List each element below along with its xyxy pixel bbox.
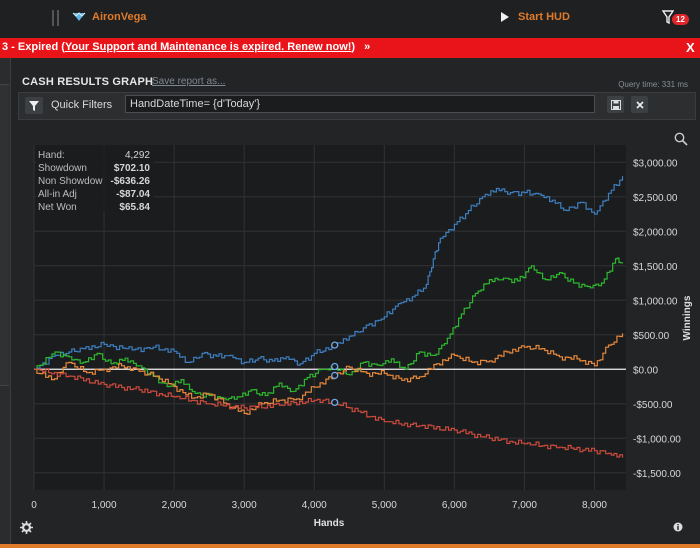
gear-icon[interactable] [20, 521, 33, 534]
heart-logo-icon [72, 12, 86, 21]
play-icon [501, 12, 509, 22]
notifications-button[interactable] [661, 10, 675, 27]
save-filter-button[interactable] [607, 96, 624, 113]
renew-link[interactable]: Your Support and Maintenance is expired.… [64, 41, 352, 53]
start-hud-button[interactable]: Start HUD [500, 11, 570, 23]
bottom-accent-bar [0, 544, 700, 548]
player-name: AironVega [92, 11, 147, 23]
left-panel-edge [0, 58, 11, 548]
left-panel-tab[interactable] [0, 84, 9, 386]
close-alert-icon[interactable]: X [686, 40, 695, 55]
alert-message: 3 - Expired (Your Support and Maintenanc… [2, 41, 370, 53]
funnel-icon [661, 10, 675, 25]
filter-expression-input[interactable] [125, 95, 595, 113]
close-icon [635, 100, 644, 109]
floppy-icon [610, 99, 621, 110]
alert-suffix: ) [351, 41, 356, 53]
top-toolbar: AironVega Start HUD 12 [0, 0, 700, 38]
quick-filters-label: Quick Filters [51, 99, 113, 111]
toolbar-separator [52, 10, 54, 26]
query-time: Query time: 331 ms [618, 80, 688, 89]
alert-prefix: 3 - Expired ( [2, 41, 65, 53]
quick-filters-button[interactable] [25, 97, 43, 114]
expand-chevrons-icon[interactable]: » [364, 41, 371, 53]
save-report-link[interactable]: Save report as... [152, 76, 226, 87]
toolbar-separator [57, 10, 59, 26]
quick-filter-bar: Quick Filters [18, 92, 696, 120]
info-icon[interactable] [673, 522, 683, 532]
start-hud-label: Start HUD [518, 11, 570, 23]
funnel-icon [29, 100, 39, 111]
zoom-icon[interactable] [674, 132, 688, 146]
player-selector[interactable]: AironVega [72, 11, 146, 23]
clear-filter-button[interactable] [631, 96, 648, 113]
notification-count-badge: 12 [672, 14, 689, 25]
report-title: CASH RESULTS GRAPH [22, 76, 154, 88]
cash-results-panel: CASH RESULTS GRAPH Save report as... Que… [12, 70, 700, 548]
license-alert-bar: 3 - Expired (Your Support and Maintenanc… [0, 38, 700, 58]
